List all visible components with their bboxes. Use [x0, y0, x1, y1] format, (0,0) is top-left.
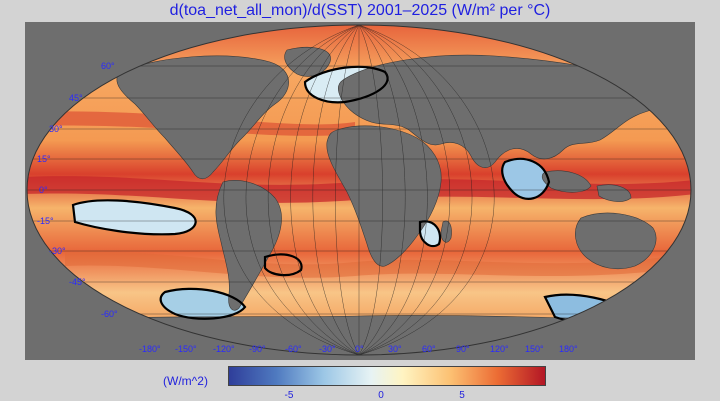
- land-south-america: [215, 180, 282, 311]
- lat-label-60: 60°: [101, 61, 115, 71]
- land-north-america: [116, 55, 289, 180]
- land-new-zealand: [667, 269, 677, 285]
- lat-label-0: 0°: [39, 185, 48, 195]
- patch-maritime: [502, 158, 549, 199]
- land-africa: [326, 125, 442, 267]
- lon-label-minus60: -60°: [285, 344, 302, 354]
- lon-label-90: 90°: [456, 344, 470, 354]
- contour-south-pacific: [159, 287, 247, 320]
- lon-label-30: 30°: [388, 344, 402, 354]
- patch-south-indian: [420, 221, 441, 247]
- colorbar-tick-5: 5: [459, 390, 465, 401]
- contour-se-pacific: [71, 199, 197, 236]
- map-panel: 60° 45° 30° 15° 0° -15° -30° -45° -60° -…: [25, 22, 695, 360]
- globe: [27, 25, 691, 355]
- map-title: d(toa_net_all_mon)/d(SST) 2001–2025 (W/m…: [169, 2, 551, 19]
- contour-north-atlantic: [303, 65, 389, 104]
- patch-south-pacific: [160, 288, 245, 319]
- lon-label-minus90: -90°: [249, 344, 266, 354]
- land-madagascar: [440, 220, 452, 243]
- lat-label-15: 15°: [37, 154, 51, 164]
- land-australia: [575, 212, 657, 270]
- colorbar-tick-minus5: -5: [284, 390, 294, 401]
- lon-label-150: 150°: [525, 344, 544, 354]
- lon-label-minus120: -120°: [213, 344, 235, 354]
- lon-label-60: 60°: [422, 344, 436, 354]
- zero-contours: [71, 65, 638, 324]
- map-canvas: [26, 24, 692, 356]
- lat-label-30: 30°: [49, 124, 63, 134]
- lat-label-minus15: -15°: [37, 216, 54, 226]
- colorbar: [228, 366, 546, 386]
- lon-label-120: 120°: [490, 344, 509, 354]
- lat-label-minus60: -60°: [101, 309, 118, 319]
- globe-outline: [26, 24, 692, 356]
- lon-label-0: 0°: [355, 344, 364, 354]
- contour-maritime: [501, 157, 551, 200]
- colorbar-units: (W/m^2): [163, 374, 208, 388]
- contour-south-atlantic: [263, 253, 303, 277]
- colorbar-tick-0: 0: [378, 390, 384, 401]
- contour-south-indian: [418, 220, 442, 248]
- lon-label-180: 180°: [559, 344, 578, 354]
- lat-label-minus45: -45°: [69, 277, 86, 287]
- patch-se-pacific: [73, 200, 196, 235]
- lon-label-minus30: -30°: [319, 344, 336, 354]
- land-new-guinea: [596, 184, 632, 202]
- lon-label-minus150: -150°: [175, 344, 197, 354]
- lon-label-minus180: -180°: [139, 344, 161, 354]
- lat-label-minus30: -30°: [49, 246, 66, 256]
- land-indonesia: [541, 170, 592, 193]
- colorbar-legend: (W/m^2) -5 0 5: [0, 360, 720, 401]
- south-ocean-band: [65, 251, 665, 278]
- lat-label-45: 45°: [69, 93, 83, 103]
